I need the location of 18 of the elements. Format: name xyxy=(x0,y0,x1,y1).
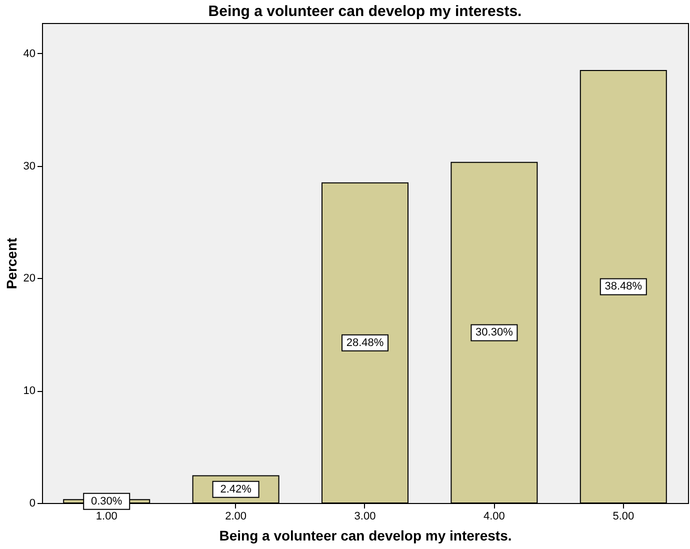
x-tick-label: 4.00 xyxy=(483,510,505,522)
data-label: 28.48% xyxy=(346,336,384,349)
chart-title: Being a volunteer can develop my interests. xyxy=(208,3,522,20)
y-tick-label: 40 xyxy=(23,48,36,60)
y-tick-label: 0 xyxy=(29,498,36,510)
x-tick-label: 5.00 xyxy=(612,510,634,522)
data-label: 30.30% xyxy=(476,326,514,339)
data-label: 0.30% xyxy=(91,495,122,508)
y-axis-title: Percent xyxy=(3,237,20,290)
y-tick-label: 10 xyxy=(23,385,36,398)
x-tick-label: 2.00 xyxy=(225,510,247,522)
x-axis-title: Being a volunteer can develop my interests. xyxy=(219,528,512,544)
data-label: 2.42% xyxy=(220,483,252,496)
x-tick-label: 1.00 xyxy=(96,510,118,522)
data-label: 38.48% xyxy=(604,280,642,293)
y-tick-label: 20 xyxy=(23,272,36,285)
x-tick-label: 3.00 xyxy=(354,510,376,522)
y-tick-label: 30 xyxy=(23,160,36,172)
